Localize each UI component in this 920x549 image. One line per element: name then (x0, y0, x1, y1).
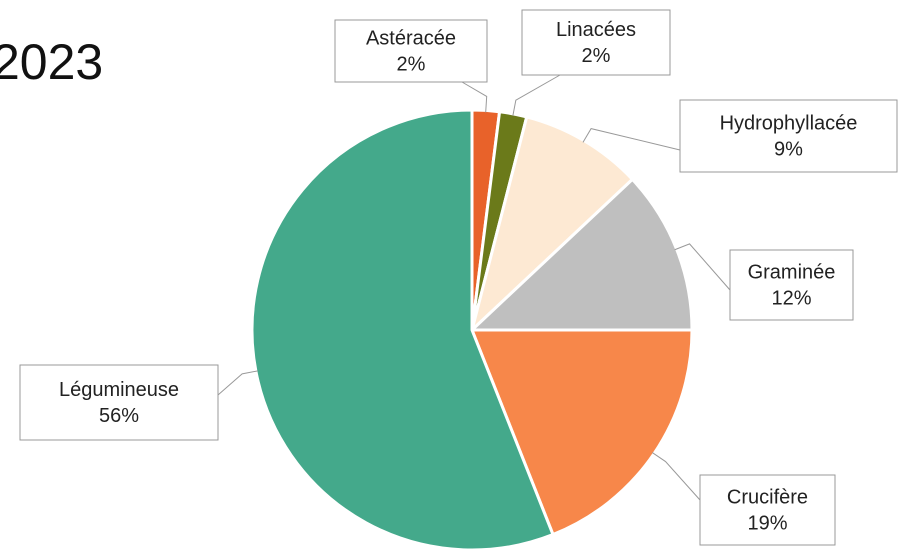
data-label-name: Crucifère (727, 486, 808, 508)
data-label-name: Légumineuse (59, 379, 179, 401)
leader-line (674, 243, 731, 291)
label-box (334, 19, 488, 83)
leader-line (512, 74, 561, 116)
data-label-value: 56% (99, 405, 139, 427)
data-label-name: Hydrophyllacée (720, 112, 858, 134)
data-label-name: Linacées (556, 19, 636, 41)
label-box (699, 474, 836, 546)
label-box (679, 99, 898, 173)
leader-line (582, 128, 681, 151)
label-box (521, 9, 671, 76)
chart-title: 2023 (0, 34, 103, 90)
leader-line (652, 452, 701, 501)
leader-line (217, 370, 258, 396)
data-label-value: 9% (774, 138, 803, 160)
data-label-name: Graminée (748, 261, 836, 283)
leader-line (461, 81, 488, 113)
label-box (19, 364, 219, 441)
label-box (729, 249, 854, 321)
data-label-name: Astéracée (366, 27, 456, 49)
data-label-value: 2% (397, 53, 426, 75)
data-label-value: 2% (582, 45, 611, 67)
data-label-value: 12% (771, 287, 811, 309)
data-label-value: 19% (747, 512, 787, 534)
